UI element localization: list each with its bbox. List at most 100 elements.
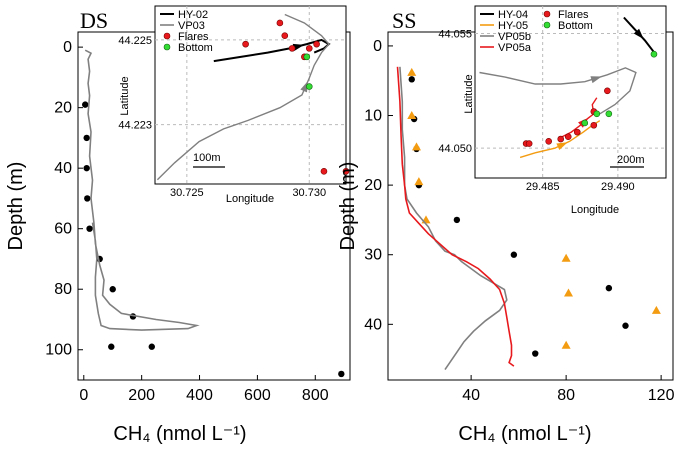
ss-series-1-point bbox=[414, 177, 424, 186]
ds-panel: DS 0 200 400 600 800 0 20 40 60 80 100 CH₄ (nmol L… bbox=[5, 5, 351, 445]
ds-x-tick-label: 800 bbox=[302, 387, 329, 404]
ss-inset: 29.485 29.490 44.050 44.055 HY-04HY-05VP05b… bbox=[438, 5, 667, 216]
ss-legend-label: HY-04 bbox=[498, 9, 528, 21]
ds-inset-x-label: Longitude bbox=[226, 193, 274, 205]
ss-legend-swatch bbox=[543, 10, 551, 18]
ss-x-tick-label: 80 bbox=[557, 387, 575, 404]
ds-series-0-point bbox=[86, 225, 93, 232]
ds-legend-label: HY-02 bbox=[178, 9, 208, 21]
ds-x-axis-label: CH₄ (nmol L⁻¹) bbox=[113, 423, 246, 445]
ss-series-0-point bbox=[453, 216, 461, 224]
ss-legend-swatch bbox=[543, 21, 551, 29]
ss-series-0-point bbox=[532, 350, 539, 357]
ss-series-0-point bbox=[510, 251, 518, 258]
ss-legend-label: VP05b bbox=[498, 31, 531, 43]
ss-inset-flare bbox=[590, 121, 598, 129]
ss-series-1-point bbox=[564, 288, 573, 297]
ds-inset-flare bbox=[305, 45, 313, 52]
ds-inset-frame bbox=[154, 5, 347, 185]
ds-inset-x-tick-label: 30.730 bbox=[292, 187, 326, 199]
ds-series-0-point bbox=[148, 343, 155, 350]
ss-inset-frame bbox=[474, 5, 667, 179]
ds-inset-flare bbox=[276, 19, 284, 27]
ss-series-1-point bbox=[651, 305, 661, 314]
ss-inset-bottom bbox=[605, 110, 613, 118]
ds-inset-flare bbox=[288, 45, 296, 52]
ss-x-tick-label: 40 bbox=[462, 387, 480, 404]
ss-y-tick-label: 30 bbox=[364, 247, 382, 264]
ds-x-tick-label: 600 bbox=[244, 387, 271, 404]
ds-inset-bottom bbox=[305, 83, 313, 90]
ss-legend-label: VP05a bbox=[498, 42, 532, 54]
ss-inset-arrow-icon bbox=[556, 142, 568, 151]
ss-series-0-point bbox=[408, 76, 415, 83]
ss-legend-label: Flares bbox=[558, 9, 589, 21]
ss-inset-scale-label: 200m bbox=[617, 154, 645, 166]
ss-y-tick-label: 40 bbox=[364, 316, 382, 333]
ds-inset-flare bbox=[281, 32, 289, 39]
ss-inset-bottom bbox=[593, 110, 601, 118]
ds-series-0-point bbox=[108, 343, 115, 350]
ss-inset-track-vp05b bbox=[479, 67, 637, 115]
ss-inset-y-tick-label: 44.055 bbox=[438, 29, 472, 41]
ss-series-3-line bbox=[396, 66, 515, 367]
ss-inset-flare bbox=[564, 133, 572, 141]
ss-legend-label: HY-05 bbox=[498, 20, 528, 32]
ds-y-tick-label: 0 bbox=[63, 39, 72, 56]
ss-series-1-point bbox=[407, 111, 417, 120]
ss-inset-x-label: Longitude bbox=[571, 204, 619, 216]
ds-inset-scale-label: 100m bbox=[193, 152, 221, 164]
ds-series-0-point bbox=[338, 370, 345, 378]
ds-series-0-point bbox=[83, 134, 90, 142]
ds-inset: 30.725 30.730 44.223 44.225 HY-02VP03Flares… bbox=[118, 5, 350, 205]
ss-inset-flare bbox=[557, 135, 565, 143]
ss-inset-arrow-icon bbox=[590, 76, 602, 84]
ds-y-tick-label: 60 bbox=[54, 221, 72, 238]
ds-series-0-point bbox=[83, 164, 90, 172]
ss-inset-flare bbox=[525, 140, 533, 147]
ds-series-0-point bbox=[84, 195, 91, 202]
ds-x-tick-label: 0 bbox=[79, 387, 88, 404]
ss-panel-label: SS bbox=[392, 8, 416, 33]
ss-inset-bottom bbox=[581, 119, 589, 127]
ds-y-tick-label: 20 bbox=[54, 100, 72, 117]
ds-y-tick-label: 80 bbox=[54, 281, 72, 298]
ss-legend-label: Bottom bbox=[558, 20, 593, 32]
ds-inset-flare bbox=[320, 167, 328, 175]
ds-panel-label: DS bbox=[80, 8, 108, 33]
ds-inset-flare bbox=[342, 167, 350, 175]
ss-series-0-point bbox=[622, 322, 629, 329]
ds-series-1-line bbox=[84, 49, 200, 331]
ds-inset-x-tick-label: 30.725 bbox=[170, 187, 204, 199]
ss-x-tick-label: 120 bbox=[648, 387, 675, 404]
ss-inset-arrow-icon bbox=[633, 28, 644, 40]
ds-x-tick-label: 200 bbox=[128, 387, 155, 404]
ss-inset-flare bbox=[604, 87, 611, 95]
ds-legend-label: VP03 bbox=[178, 20, 205, 32]
ss-series-1-point bbox=[561, 340, 571, 349]
ds-legend-label: Flares bbox=[178, 31, 209, 43]
ss-y-tick-label: 10 bbox=[364, 108, 382, 125]
ds-legend-label: Bottom bbox=[178, 42, 213, 54]
ds-inset-y-label: Latitude bbox=[119, 76, 131, 115]
ss-inset-flare bbox=[573, 128, 581, 136]
ds-inset-flare bbox=[313, 40, 320, 48]
ds-series-0-point bbox=[109, 286, 116, 293]
ds-y-tick-label: 40 bbox=[54, 160, 72, 177]
ds-series-0-point bbox=[82, 101, 89, 108]
ds-inset-flare bbox=[242, 40, 249, 48]
ss-y-tick-label: 20 bbox=[364, 177, 382, 194]
ss-x-axis-label: CH₄ (nmol L⁻¹) bbox=[458, 423, 591, 445]
ds-x-tick-label: 400 bbox=[186, 387, 213, 404]
ds-y-tick-label: 100 bbox=[45, 342, 72, 359]
ss-inset-y-tick-label: 44.050 bbox=[438, 143, 472, 155]
ds-legend-swatch bbox=[163, 43, 171, 51]
ds-legend-swatch bbox=[163, 32, 171, 40]
ds-inset-arrow-icon bbox=[292, 43, 305, 51]
ss-inset-bottom bbox=[650, 50, 658, 58]
ss-inset-x-tick-label: 29.485 bbox=[526, 181, 560, 193]
ss-panel: SS 40 80 120 0 10 20 30 40 CH₄ (nmol L⁻¹) Depth… bbox=[337, 5, 675, 445]
ss-series-1-point bbox=[407, 67, 417, 76]
ds-inset-arrow-icon bbox=[300, 81, 308, 93]
